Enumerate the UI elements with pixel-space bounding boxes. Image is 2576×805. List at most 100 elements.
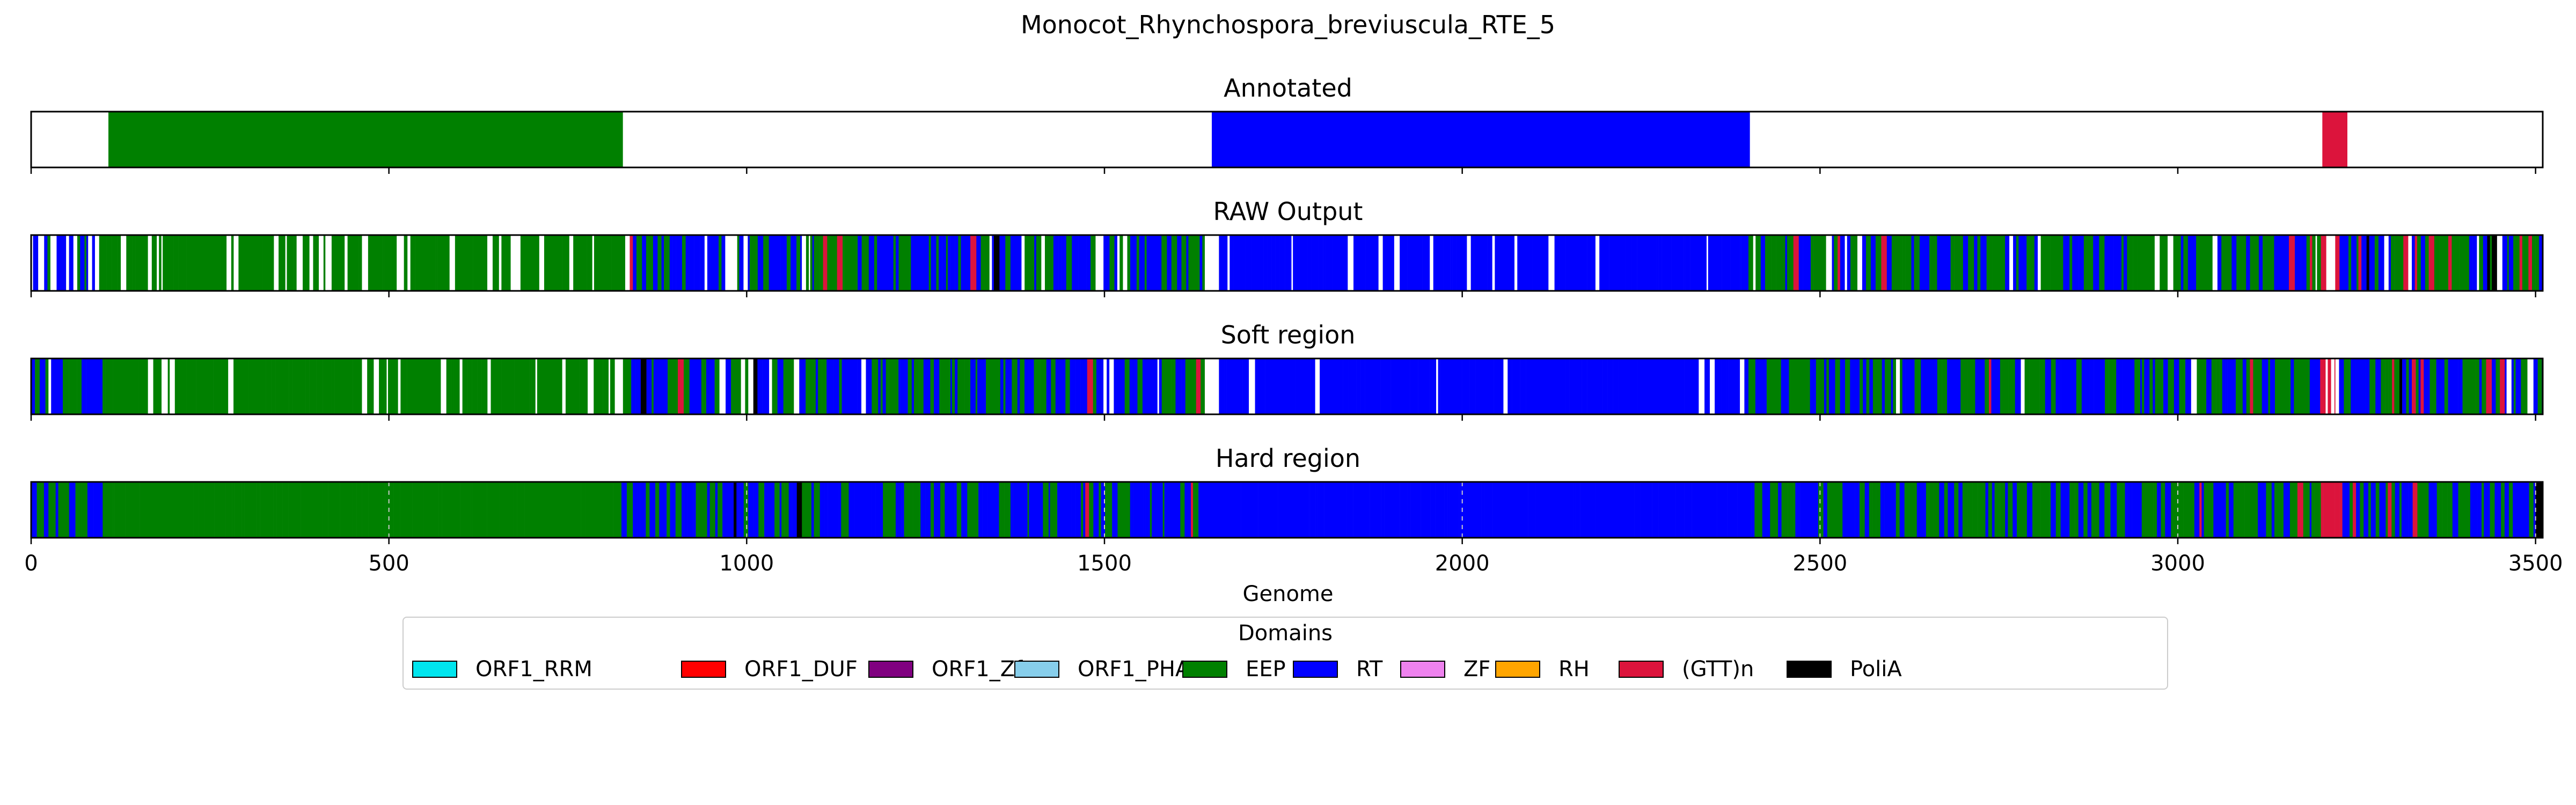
domain-segment-eep-raw-output: [347, 235, 353, 291]
domain-segment-rt-raw-output: [633, 235, 637, 291]
domain-segment-eep-soft-region: [519, 358, 526, 414]
domain-segment-rt-soft-region: [1119, 358, 1123, 414]
domain-segment-eep-soft-region: [1171, 358, 1176, 414]
domain-segment-eep-raw-output: [796, 235, 801, 291]
domain-segment-eep-raw-output: [77, 235, 80, 291]
domain-segment-rt-raw-output: [1667, 235, 1672, 291]
domain-segment-eep-raw-output: [2254, 235, 2259, 291]
domain-segment-rt-hard-region: [1225, 482, 1228, 538]
domain-segment-gtt-n-raw-output: [2403, 235, 2409, 291]
domain-segment-rt-hard-region: [1258, 482, 1264, 538]
domain-segment-eep-hard-region: [586, 482, 590, 538]
domain-segment-eep-hard-region: [433, 482, 439, 538]
domain-segment-eep-hard-region: [323, 482, 326, 538]
domain-segment-rt-hard-region: [945, 482, 951, 538]
domain-segment-rt-soft-region: [979, 358, 983, 414]
domain-segment-rt-hard-region: [854, 482, 860, 538]
domain-segment-rt-raw-output: [1735, 235, 1737, 291]
domain-segment-eep-soft-region: [435, 358, 440, 414]
domain-segment-eep-soft-region: [791, 358, 794, 414]
domain-segment-rt-soft-region: [1922, 358, 1928, 414]
domain-segment-rt-soft-region: [1607, 358, 1613, 414]
domain-segment-eep-hard-region: [210, 482, 215, 538]
domain-segment-eep-soft-region: [71, 358, 77, 414]
domain-segment-rt-raw-output: [1840, 235, 1845, 291]
domain-segment-rt-raw-output: [1536, 235, 1541, 291]
domain-segment-gtt-n-soft-region: [1087, 358, 1093, 414]
domain-segment-rt-raw-output: [1362, 235, 1364, 291]
domain-segment-rt-hard-region: [1324, 482, 1328, 538]
domain-segment-eep-raw-output: [410, 235, 415, 291]
domain-segment-eep-raw-output: [1748, 235, 1753, 291]
domain-segment-eep-soft-region: [1776, 358, 1781, 414]
domain-segment-rt-raw-output: [1862, 235, 1867, 291]
domain-segment-eep-soft-region: [1900, 358, 1903, 414]
domain-segment-rt-soft-region: [1365, 358, 1372, 414]
domain-segment-rt-hard-region: [895, 482, 902, 538]
domain-segment-rt-hard-region: [1075, 482, 1081, 538]
domain-segment-rt-raw-output: [1919, 235, 1925, 291]
domain-segment-eep-soft-region: [138, 358, 142, 414]
domain-segment-rt-raw-output: [2191, 235, 2193, 291]
domain-segment-rt-hard-region: [1502, 482, 1507, 538]
domain-segment-rt-hard-region: [2395, 482, 2397, 538]
domain-segment-eep-raw-output: [1875, 235, 1879, 291]
domain-segment-rt-raw-output: [2361, 235, 2367, 291]
domain-segment-rt-hard-region: [1842, 482, 1845, 538]
domain-segment-eep-soft-region: [514, 358, 519, 414]
domain-segment-rt-hard-region: [693, 482, 696, 538]
domain-segment-eep-soft-region: [439, 358, 441, 414]
x-tick-label: 0: [24, 551, 38, 576]
domain-segment-rt-raw-output: [1601, 235, 1605, 291]
domain-segment-rt-hard-region: [2522, 482, 2529, 538]
domain-segment-eep-hard-region: [2096, 482, 2099, 538]
domain-segment-eep-soft-region: [184, 358, 187, 414]
domain-segment-eep-hard-region: [276, 482, 283, 538]
domain-segment-gtt-n-raw-output: [2448, 235, 2452, 291]
domain-segment-eep-raw-output: [288, 235, 291, 291]
domain-segment-eep-raw-output: [1902, 235, 1906, 291]
domain-segment-eep-hard-region: [2252, 482, 2258, 538]
domain-segment-eep-raw-output: [1993, 235, 1998, 291]
domain-segment-rt-hard-region: [834, 482, 839, 538]
domain-segment-rt-raw-output: [1263, 235, 1268, 291]
domain-segment-rt-hard-region: [707, 482, 710, 538]
domain-segment-eep-hard-region: [472, 482, 479, 538]
domain-segment-rt-raw-output: [923, 235, 930, 291]
domain-segment-rt-raw-output: [1727, 235, 1731, 291]
domain-segment-rt-hard-region: [1616, 482, 1618, 538]
domain-segment-rt-hard-region: [1523, 482, 1528, 538]
domain-segment-rt-soft-region: [1755, 358, 1761, 414]
domain-segment-rt-hard-region: [1707, 482, 1714, 538]
domain-segment-rt-soft-region: [1398, 358, 1403, 414]
domain-segment-rt-soft-region: [699, 358, 702, 414]
domain-segment-eep-hard-region: [256, 482, 260, 538]
domain-segment-eep-hard-region: [2161, 482, 2165, 538]
domain-segment-rt-raw-output: [2339, 235, 2344, 291]
domain-segment-rt-raw-output: [1424, 235, 1430, 291]
domain-segment-eep-raw-output: [749, 235, 757, 291]
domain-segment-eep-raw-output: [2490, 235, 2492, 291]
domain-segment-eep-hard-region: [389, 482, 394, 538]
domain-segment-eep-hard-region: [288, 482, 293, 538]
domain-segment-rt-raw-output: [1146, 235, 1153, 291]
domain-segment-rt-hard-region: [1071, 482, 1074, 538]
domain-segment-eep-raw-output: [2455, 235, 2460, 291]
x-tick-label: 3000: [2150, 551, 2205, 576]
domain-segment-eep-soft-region: [233, 358, 237, 414]
domain-segment-rt-hard-region: [987, 482, 993, 538]
x-axis-label: Genome: [1242, 582, 1333, 606]
domain-segment-eep-hard-region: [145, 482, 149, 538]
domain-segment-rt-raw-output: [1684, 235, 1686, 291]
domain-segment-eep-soft-region: [281, 358, 284, 414]
domain-segment-eep-raw-output: [2439, 235, 2442, 291]
domain-segment-eep-raw-output: [466, 235, 469, 291]
domain-segment-eep-hard-region: [576, 482, 581, 538]
domain-segment-eep-soft-region: [2002, 358, 2007, 414]
domain-segment-eep-soft-region: [531, 358, 536, 414]
domain-segment-rt-raw-output: [2274, 235, 2278, 291]
domain-segment-eep-hard-region: [131, 482, 134, 538]
domain-segment-rt-soft-region: [2436, 358, 2441, 414]
domain-segment-eep-soft-region: [880, 358, 883, 414]
domain-segment-eep-hard-region: [696, 482, 701, 538]
